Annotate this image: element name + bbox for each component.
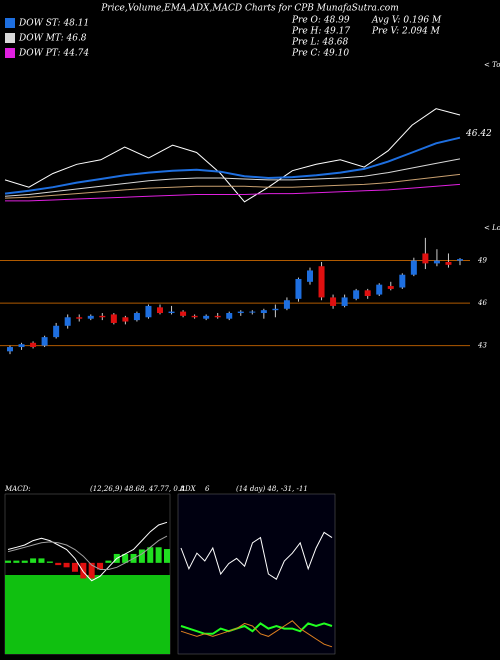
candle-body	[318, 266, 325, 298]
histogram-bar	[63, 562, 70, 568]
series-line	[180, 620, 333, 648]
histogram-bar	[5, 560, 11, 563]
histogram-bar	[105, 560, 112, 563]
histogram-bar	[46, 561, 53, 563]
legend-entry: DOW MT: 46.8	[18, 34, 87, 44]
candle-body	[191, 315, 198, 318]
series-line	[7, 535, 168, 570]
histogram-bar	[88, 562, 95, 579]
legend-swatch	[5, 48, 15, 58]
candle-body	[64, 317, 71, 326]
candle-body	[445, 261, 452, 265]
candle-body	[122, 317, 129, 322]
price-info: Pre V: 2.094 M	[371, 27, 441, 37]
annotation: < Topa	[484, 61, 500, 69]
series-line	[5, 183, 461, 202]
candle-body	[30, 342, 37, 348]
candle-body	[272, 308, 279, 311]
histogram-bar	[38, 558, 45, 563]
histogram-bar	[138, 549, 145, 563]
candle-body	[87, 315, 94, 319]
histogram-bar	[13, 560, 20, 563]
candle-body	[249, 311, 256, 313]
series-line	[180, 531, 333, 580]
histogram-bar	[55, 562, 62, 566]
value-label: 46.42	[465, 129, 492, 139]
candle-body	[133, 313, 140, 321]
price-info: Pre H: 49.17	[291, 27, 350, 37]
y-tick-label: 49	[477, 257, 487, 265]
series-line	[4, 108, 461, 203]
candle-body	[18, 344, 25, 348]
annotation: < Lowes	[484, 224, 500, 232]
legend-swatch	[5, 33, 15, 43]
series-line	[4, 136, 461, 195]
candle-body	[203, 315, 210, 319]
candle-body	[410, 260, 417, 275]
series-line	[7, 521, 168, 582]
histogram-bar	[71, 562, 78, 572]
candle-body	[376, 284, 383, 295]
candle-body	[76, 317, 83, 319]
candle-body	[41, 337, 48, 346]
candle-body	[307, 270, 313, 282]
series-line	[4, 173, 461, 199]
candle-body	[53, 325, 60, 338]
histogram-bar	[164, 549, 170, 563]
candle-body	[341, 297, 348, 306]
candle-body	[295, 278, 302, 299]
panel-annotation: (14 day) 48, -31, -11	[236, 485, 308, 493]
histogram-bar	[30, 558, 37, 563]
candle-body	[157, 307, 163, 314]
histogram-bar	[21, 560, 28, 563]
candle-body	[422, 253, 429, 264]
candle-body	[260, 310, 267, 314]
candle-body	[214, 315, 221, 318]
candle-body	[433, 260, 440, 264]
y-tick-label: 43	[477, 342, 487, 350]
candle-body	[110, 314, 117, 323]
price-info: Pre L: 48.68	[291, 38, 348, 48]
histogram-bar	[122, 553, 129, 563]
candle-body	[387, 286, 394, 289]
candle-body	[226, 313, 233, 319]
series-line	[4, 158, 461, 197]
candle-body	[99, 315, 106, 318]
page-title: Price,Volume,EMA,ADX,MACD Charts for CPB…	[100, 4, 399, 14]
panel-subtitle: 6	[205, 485, 210, 493]
candle-body	[399, 274, 406, 288]
panel-subtitle: (12,26,9) 48.68, 47.77, 0.8	[90, 485, 185, 493]
candle-body	[180, 311, 187, 316]
candle-body	[364, 290, 371, 296]
legend-swatch	[5, 18, 15, 28]
histogram-bar	[97, 562, 104, 570]
candle-body	[457, 259, 463, 261]
legend-entry: DOW PT: 44.74	[18, 49, 89, 59]
candle-body	[353, 290, 360, 299]
candle-body	[330, 297, 337, 306]
histogram-bar	[147, 547, 154, 563]
legend-entry: DOW ST: 48.11	[18, 19, 89, 29]
histogram-bar	[155, 547, 162, 563]
candle-body	[237, 311, 244, 314]
price-info: Pre C: 49.10	[291, 49, 349, 59]
panel-title: ADX	[179, 485, 197, 493]
macd-area	[5, 575, 170, 654]
price-info: Avg V: 0.196 M	[371, 16, 442, 26]
panel-title: MACD:	[4, 485, 31, 493]
price-info: Pre O: 48.99	[291, 16, 350, 26]
candle-body	[7, 347, 13, 352]
histogram-bar	[80, 562, 87, 579]
candle-body	[283, 300, 290, 309]
y-tick-label: 46	[477, 299, 487, 307]
candle-body	[168, 311, 175, 314]
candle-body	[145, 305, 152, 318]
